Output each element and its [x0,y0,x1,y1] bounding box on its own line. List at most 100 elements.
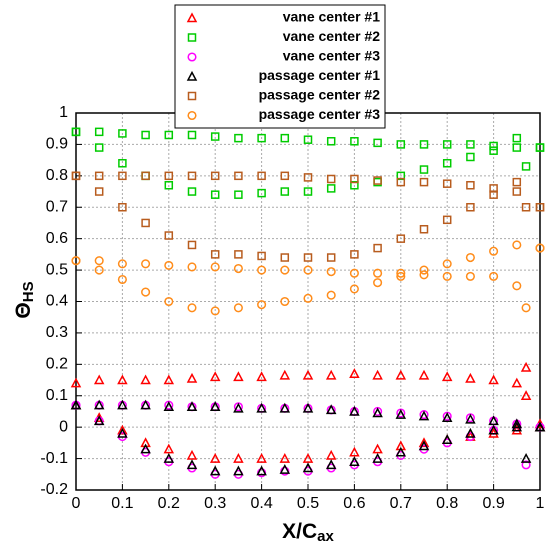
point [302,462,314,473]
point [186,459,198,470]
point [94,265,104,275]
point [535,243,545,253]
point [442,259,452,269]
point [372,452,383,463]
point [488,374,499,385]
y-tick-label: 0.7 [46,198,68,215]
point [141,287,151,297]
point [233,465,244,476]
point [326,267,336,277]
point [280,187,290,196]
point [164,171,174,181]
point [257,251,266,261]
point [396,268,406,278]
point [186,449,198,460]
point [233,263,243,274]
point [349,368,360,379]
point [209,401,221,411]
legend-marker [187,33,197,42]
point [418,410,430,421]
point [279,452,291,463]
point [349,284,359,294]
point [71,171,81,181]
x-tick-label: 0.9 [482,495,504,512]
point [187,130,197,140]
point [210,132,220,141]
point [512,187,522,196]
point [163,452,175,463]
point [325,404,337,415]
point [442,179,452,188]
point [441,371,453,382]
legend-label: vane center #2 [283,28,380,44]
y-label-sub: HS [20,281,37,302]
point [256,371,267,382]
point [372,407,383,418]
series [70,361,546,463]
point [234,190,243,199]
legend-label: passage center #2 [259,87,381,103]
point [303,265,313,275]
x-tick-label: 0.8 [436,495,458,512]
point [535,203,545,212]
point [521,203,531,212]
point [511,418,523,429]
point [465,372,476,383]
point [117,259,127,269]
point [70,377,82,388]
point [280,253,290,262]
point [511,421,523,432]
point [187,171,197,181]
series [70,399,546,476]
point [520,390,532,400]
point [373,278,383,288]
point [94,256,104,266]
legend-marker [187,91,197,101]
point [465,427,476,438]
x-tick-label: 1 [536,495,545,512]
point [302,452,314,463]
point [279,463,291,474]
series [71,240,545,316]
point [466,152,475,162]
point [210,306,220,316]
y-tick-label: 0.8 [46,167,68,184]
point [140,443,151,454]
point [303,253,313,262]
point [93,415,105,426]
y-tick-label: 0.1 [46,387,68,404]
point [396,271,406,281]
point [279,369,291,380]
point [117,427,128,438]
point [233,452,244,463]
series [71,171,545,262]
point [521,460,531,470]
point [442,271,452,281]
point [257,300,267,310]
y-tick-label: 0.3 [46,324,68,341]
point [117,424,128,435]
point [489,271,499,281]
point [118,159,127,168]
point [94,171,104,181]
point [210,171,220,181]
point [325,449,337,460]
point [418,440,430,451]
point [326,137,336,146]
legend-label: passage center #1 [259,67,381,83]
x-tick-label: 0.4 [250,495,272,512]
point [441,434,453,444]
point [512,281,522,291]
point [257,188,266,198]
point [419,140,429,149]
point [303,293,313,303]
point [441,412,453,422]
point [372,369,383,380]
point [163,443,175,454]
point [209,465,221,476]
point [141,218,150,228]
point [349,456,360,466]
point [326,290,336,300]
point [419,165,429,174]
